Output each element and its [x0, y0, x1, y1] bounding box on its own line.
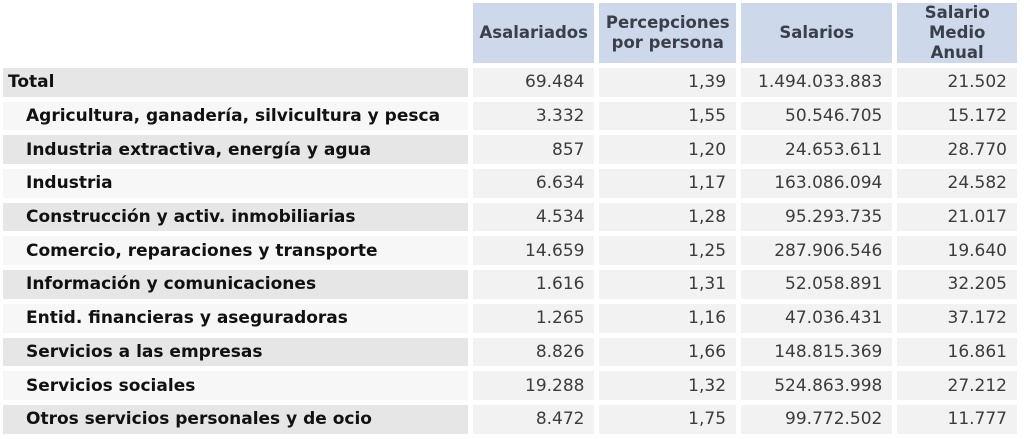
salario-medio-cell: 37.172: [897, 303, 1017, 333]
table-row-total: Total 69.484 1,39 1.494.033.883 21.502: [3, 68, 1017, 97]
sector-label: Información y comunicaciones: [3, 270, 468, 299]
asalariados-cell: 19.288: [473, 371, 595, 400]
percepciones-cell: 1,16: [599, 303, 737, 333]
salario-medio-cell: 11.777: [897, 404, 1017, 434]
sector-label: Total: [3, 68, 468, 97]
asalariados-cell: 857: [473, 135, 595, 165]
table-row: Servicios sociales 19.288 1,32 524.863.998 2…: [3, 371, 1017, 400]
sector-label: Entid. financieras y aseguradoras: [3, 303, 468, 333]
header-salarios-text: Salarios: [779, 23, 855, 42]
percepciones-cell: 1,28: [599, 202, 737, 232]
salarios-cell: 24.653.611: [741, 135, 893, 165]
table-row: Construcción y activ. inmobiliarias 4.534…: [3, 202, 1017, 232]
header-salario-medio-line1: Salario: [924, 3, 990, 22]
header-percepciones-line2: por persona: [611, 33, 724, 52]
salarios-cell: 50.546.705: [741, 101, 893, 131]
table-row: Otros servicios personales y de ocio 8.47…: [3, 404, 1017, 434]
salarios-cell: 47.036.431: [741, 303, 893, 333]
salarios-cell: 148.815.369: [741, 337, 893, 367]
salarios-cell: 163.086.094: [741, 169, 893, 198]
sector-label: Industria extractiva, energía y agua: [3, 135, 468, 165]
percepciones-cell: 1,17: [599, 169, 737, 198]
table-row: Industria extractiva, energía y agua 857 1…: [3, 135, 1017, 165]
table-body: Total 69.484 1,39 1.494.033.883 21.502 Agricu…: [3, 68, 1017, 434]
sector-label: Construcción y activ. inmobiliarias: [3, 202, 468, 232]
sector-label: Comercio, reparaciones y transporte: [3, 236, 468, 266]
asalariados-cell: 14.659: [473, 236, 595, 266]
sector-label: Servicios sociales: [3, 371, 468, 400]
salarios-cell: 287.906.546: [741, 236, 893, 266]
header-salario-medio-line2: Medio Anual: [928, 23, 986, 62]
table-row: Servicios a las empresas 8.826 1,66 148.815…: [3, 337, 1017, 367]
table-row: Industria 6.634 1,17 163.086.094 24.582: [3, 169, 1017, 198]
header-asalariados-text: Asalariados: [479, 23, 588, 42]
table-row: Información y comunicaciones 1.616 1,31 52.…: [3, 270, 1017, 299]
salarios-cell: 95.293.735: [741, 202, 893, 232]
percepciones-cell: 1,31: [599, 270, 737, 299]
percepciones-cell: 1,39: [599, 68, 737, 97]
percepciones-cell: 1,55: [599, 101, 737, 131]
header-percepciones: Percepciones por persona: [599, 3, 737, 63]
table-row: Comercio, reparaciones y transporte 14.65…: [3, 236, 1017, 266]
percepciones-cell: 1,66: [599, 337, 737, 367]
sector-label: Servicios a las empresas: [3, 337, 468, 367]
header-asalariados: Asalariados: [473, 3, 595, 63]
salario-medio-cell: 19.640: [897, 236, 1017, 266]
asalariados-cell: 1.616: [473, 270, 595, 299]
asalariados-cell: 8.472: [473, 404, 595, 434]
salarios-cell: 99.772.502: [741, 404, 893, 434]
salario-medio-cell: 24.582: [897, 169, 1017, 198]
percepciones-cell: 1,20: [599, 135, 737, 165]
salario-medio-cell: 16.861: [897, 337, 1017, 367]
asalariados-cell: 8.826: [473, 337, 595, 367]
asalariados-cell: 69.484: [473, 68, 595, 97]
salarios-cell: 524.863.998: [741, 371, 893, 400]
sector-label: Agricultura, ganadería, silvicultura y p…: [3, 101, 468, 131]
table-row: Agricultura, ganadería, silvicultura y p…: [3, 101, 1017, 131]
asalariados-cell: 3.332: [473, 101, 595, 131]
percepciones-cell: 1,25: [599, 236, 737, 266]
salarios-cell: 1.494.033.883: [741, 68, 893, 97]
header-row: Asalariados Percepciones por persona Sal…: [3, 3, 1017, 63]
percepciones-cell: 1,32: [599, 371, 737, 400]
salarios-cell: 52.058.891: [741, 270, 893, 299]
asalariados-cell: 1.265: [473, 303, 595, 333]
header-salario-medio: Salario Medio Anual: [897, 3, 1017, 63]
salario-medio-cell: 32.205: [897, 270, 1017, 299]
header-blank: [3, 3, 468, 63]
percepciones-cell: 1,75: [599, 404, 737, 434]
header-salarios: Salarios: [741, 3, 893, 63]
sector-label: Industria: [3, 169, 468, 198]
header-percepciones-line1: Percepciones: [605, 13, 730, 32]
salario-medio-cell: 15.172: [897, 101, 1017, 131]
salario-medio-cell: 28.770: [897, 135, 1017, 165]
asalariados-cell: 4.534: [473, 202, 595, 232]
table-row: Entid. financieras y aseguradoras 1.265 1,…: [3, 303, 1017, 333]
salario-medio-cell: 27.212: [897, 371, 1017, 400]
salario-medio-cell: 21.502: [897, 68, 1017, 97]
sector-label: Otros servicios personales y de ocio: [3, 404, 468, 434]
salario-medio-cell: 21.017: [897, 202, 1017, 232]
asalariados-cell: 6.634: [473, 169, 595, 198]
